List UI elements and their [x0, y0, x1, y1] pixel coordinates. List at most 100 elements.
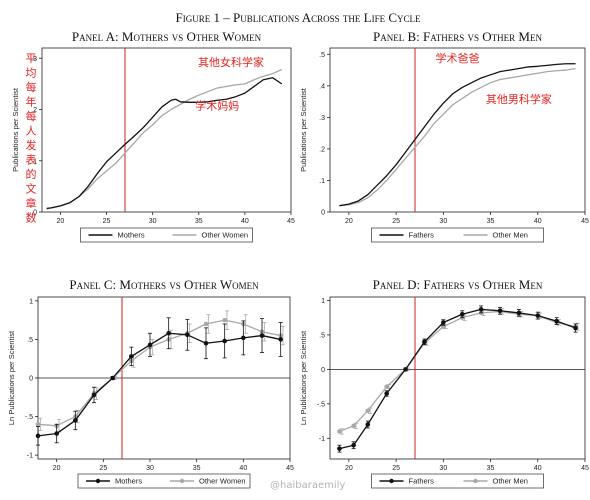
- figure-title: Figure 1 – Publications Across the Life …: [176, 10, 422, 25]
- y-tick-label: .5: [319, 332, 325, 339]
- y-axis-label: Publications per Scientist: [299, 87, 308, 172]
- data-point: [203, 340, 209, 346]
- x-tick-label: 20: [345, 465, 353, 472]
- y-tick-label: .2: [31, 107, 37, 114]
- x-tick-label: 45: [581, 218, 589, 225]
- legend-label: Fathers: [409, 477, 435, 486]
- series-line: [46, 68, 283, 210]
- annotation-label: 学术妈妈: [195, 99, 239, 113]
- data-point: [110, 375, 115, 381]
- data-point: [384, 384, 389, 389]
- legend-marker: [95, 478, 101, 484]
- annotation-label: 其他女科学家: [198, 55, 264, 69]
- legend-box: [371, 227, 544, 243]
- vertical-note-char: 每: [26, 109, 37, 123]
- legend-box: [371, 473, 544, 489]
- data-point: [35, 421, 41, 427]
- annotation-label: 其他男科学家: [486, 92, 552, 106]
- legend-label: Other Men: [493, 231, 528, 240]
- x-tick-label: 25: [392, 465, 400, 472]
- data-point: [278, 337, 283, 342]
- data-point: [478, 307, 484, 312]
- legend-box: [80, 227, 253, 243]
- x-tick-label: 35: [193, 465, 201, 472]
- x-tick-label: 35: [487, 465, 495, 472]
- x-tick-label: 25: [99, 465, 107, 472]
- legend-label: Mothers: [115, 477, 142, 486]
- x-tick-label: 20: [53, 465, 61, 472]
- x-tick-label: 35: [487, 218, 495, 225]
- y-tick-label: .3: [319, 115, 325, 122]
- plot-frame: [41, 47, 292, 213]
- y-tick-label: 0: [321, 210, 325, 217]
- data-point: [422, 339, 427, 345]
- panel-title: Panel A: Mothers vs Other Women: [72, 29, 262, 44]
- x-tick-label: 40: [241, 218, 249, 225]
- legend-label: Other Women: [202, 231, 249, 240]
- vertical-note-char: 文: [26, 182, 37, 196]
- data-point: [147, 342, 153, 348]
- x-tick-label: 30: [439, 465, 447, 472]
- data-point: [54, 431, 59, 436]
- legend: Mothers Other Women: [80, 227, 253, 243]
- data-point: [35, 433, 41, 439]
- watermark: @haibaraemily: [270, 480, 345, 491]
- y-tick-label: .1: [31, 158, 37, 165]
- data-point: [259, 333, 265, 338]
- data-point: [91, 392, 97, 398]
- y-tick-label: 0: [321, 367, 325, 374]
- y-tick-label: -1: [27, 453, 33, 460]
- vertical-note-char: 平: [26, 52, 37, 65]
- x-tick-label: 40: [239, 465, 247, 472]
- data-point: [337, 446, 342, 451]
- legend-label: Fathers: [409, 231, 435, 240]
- x-tick-label: 30: [439, 218, 447, 225]
- x-tick-label: 45: [286, 465, 294, 472]
- plot-frame: [329, 296, 586, 460]
- series-line: [37, 319, 281, 427]
- legend-marker: [179, 478, 185, 484]
- panel-title: Panel B: Fathers vs Other Men: [373, 29, 542, 44]
- data-point: [166, 330, 171, 336]
- vertical-note-char: 的: [26, 167, 37, 181]
- data-point: [384, 391, 389, 396]
- y-tick-label: -1: [319, 436, 325, 443]
- legend-box: [77, 473, 251, 489]
- data-point: [351, 423, 356, 429]
- vertical-note-char: 数: [26, 212, 37, 225]
- data-point: [73, 418, 78, 423]
- vertical-note-char: 人: [26, 125, 37, 138]
- vertical-note-char: 发: [26, 138, 37, 152]
- series-line: [339, 308, 576, 450]
- x-tick-label: 25: [392, 218, 400, 225]
- y-tick-label: 1: [321, 298, 325, 305]
- legend-marker: [389, 478, 394, 484]
- data-point: [365, 422, 371, 427]
- x-tick-label: 45: [581, 465, 589, 472]
- x-tick-label: 25: [103, 218, 111, 225]
- y-tick-label: .4: [319, 83, 325, 90]
- data-point: [497, 308, 503, 314]
- legend: Fathers Other Men: [371, 227, 544, 243]
- y-tick-label: .2: [319, 146, 325, 153]
- legend: Mothers Other Women: [77, 473, 251, 489]
- panel-b: Panel B: Fathers vs Other Men 0 .1 .2 .3 .4 .5…: [299, 29, 589, 243]
- legend: Fathers Other Men: [371, 473, 544, 489]
- legend-label: Other Women: [199, 477, 246, 486]
- y-tick-label: .5: [27, 337, 33, 344]
- y-axis-label: Ln Publications per Scientist: [299, 330, 308, 425]
- vertical-note-char: 章: [26, 196, 37, 210]
- legend-label: Other Men: [493, 477, 528, 486]
- panels: Panel A: Mothers vs Other Women 0 .1 .2 .3 20…: [7, 29, 589, 489]
- vertical-note-char: 表: [26, 153, 37, 167]
- y-tick-label: -.5: [317, 401, 325, 408]
- y-tick-label: -.5: [25, 414, 33, 421]
- vertical-note-char: 年: [26, 95, 37, 109]
- panel-a: Panel A: Mothers vs Other Women 0 .1 .2 .3 20…: [11, 29, 295, 243]
- data-point: [203, 321, 209, 327]
- data-point: [403, 367, 408, 372]
- data-point: [573, 325, 578, 331]
- panel-c: Panel C: Mothers vs Other Women -1 -.5 0 .5 1…: [7, 277, 294, 489]
